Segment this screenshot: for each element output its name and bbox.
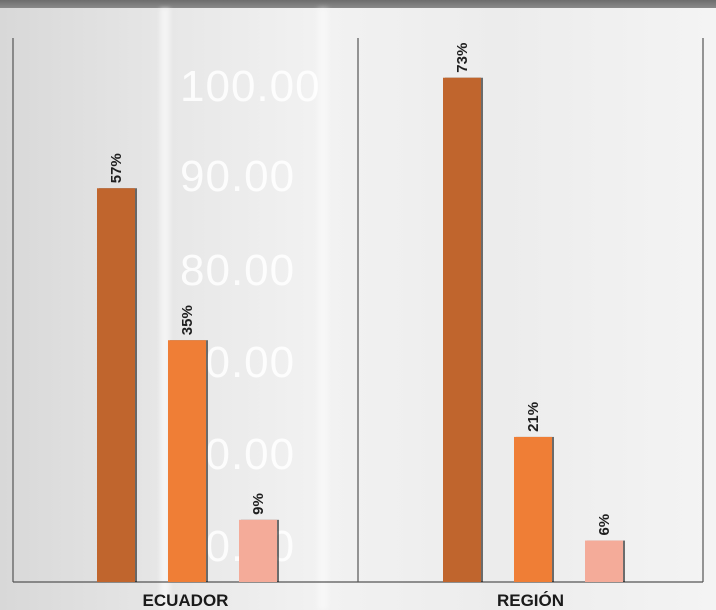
chart-labels: 57% 35% 9% ECUADOR 73% 21% 6% REGIÓN (108, 43, 613, 610)
bar (443, 77, 481, 582)
bar (97, 188, 135, 582)
data-label: 9% (250, 493, 267, 515)
category-label: ECUADOR (143, 591, 229, 610)
window-top-bar (0, 0, 716, 8)
bar (514, 436, 552, 582)
watermark-text: 80.00 (180, 246, 296, 295)
data-label: 6% (596, 514, 613, 536)
data-label: 21% (525, 402, 542, 432)
category-label: REGIÓN (497, 591, 564, 610)
data-label: 35% (179, 305, 196, 335)
data-label: 57% (108, 153, 125, 183)
bar (239, 519, 277, 582)
bar (168, 340, 206, 582)
data-label: 73% (454, 43, 471, 73)
chart-bars (97, 77, 625, 582)
background-light-streak (318, 8, 328, 610)
watermark-text: 100.00 (180, 62, 321, 111)
bar (585, 540, 623, 582)
watermark-text: 90.00 (180, 152, 296, 201)
background-light-streak (160, 8, 170, 610)
